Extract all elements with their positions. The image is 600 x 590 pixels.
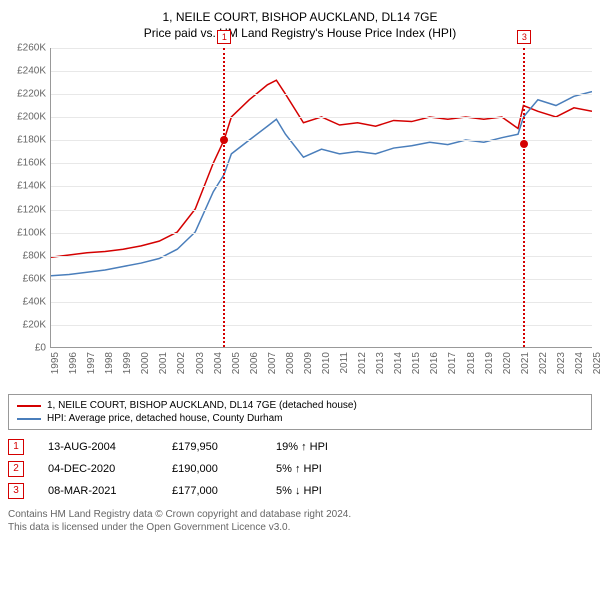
gridline <box>51 117 592 118</box>
x-axis: 1995 1996 1997 1998 1999 2000 2001 2002 2003 2004… <box>50 348 592 388</box>
gridline <box>51 210 592 211</box>
x-tick-label: 2004 <box>213 352 224 374</box>
gridline <box>51 186 592 187</box>
x-tick-label: 2016 <box>429 352 440 374</box>
x-tick-label: 2022 <box>538 352 549 374</box>
x-tick-label: 2008 <box>285 352 296 374</box>
gridline <box>51 140 592 141</box>
x-tick-label: 2002 <box>176 352 187 374</box>
x-tick-label: 2020 <box>502 352 513 374</box>
y-tick-label: £220K <box>17 89 46 100</box>
y-tick-label: £40K <box>23 296 46 307</box>
gridline <box>51 302 592 303</box>
sale-marker-dot <box>220 136 228 144</box>
footer-attribution: Contains HM Land Registry data © Crown c… <box>8 508 592 534</box>
sale-delta: 19% ↑ HPI <box>276 441 356 453</box>
y-tick-label: £80K <box>23 250 46 261</box>
gridline <box>51 94 592 95</box>
sale-date: 13-AUG-2004 <box>48 441 148 453</box>
y-tick-label: £200K <box>17 112 46 123</box>
legend-item: HPI: Average price, detached house, Coun… <box>17 412 583 425</box>
chart: £0 £20K £40K £60K £80K £100K £120K £140K £160K £1… <box>8 48 592 388</box>
y-tick-label: £120K <box>17 204 46 215</box>
sale-badge: 3 <box>8 483 24 499</box>
x-tick-label: 1997 <box>86 352 97 374</box>
sale-marker-badge: 3 <box>517 30 531 44</box>
sale-marker-dot <box>520 140 528 148</box>
x-tick-label: 2024 <box>574 352 585 374</box>
gridline <box>51 71 592 72</box>
sales-table: 1 13-AUG-2004 £179,950 19% ↑ HPI 2 04-DEC-202… <box>8 436 592 502</box>
x-tick-label: 1995 <box>50 352 61 374</box>
gridline <box>51 48 592 49</box>
gridline <box>51 233 592 234</box>
legend-item: 1, NEILE COURT, BISHOP AUCKLAND, DL14 7G… <box>17 399 583 412</box>
sale-marker-badge: 1 <box>217 30 231 44</box>
x-tick-label: 2000 <box>140 352 151 374</box>
y-tick-label: £160K <box>17 158 46 169</box>
x-tick-label: 1999 <box>122 352 133 374</box>
sale-row: 2 04-DEC-2020 £190,000 5% ↑ HPI <box>8 458 592 480</box>
legend-swatch <box>17 418 41 420</box>
x-tick-label: 2015 <box>411 352 422 374</box>
legend-label: 1, NEILE COURT, BISHOP AUCKLAND, DL14 7G… <box>47 400 357 411</box>
x-tick-label: 2014 <box>393 352 404 374</box>
x-tick-label: 2007 <box>267 352 278 374</box>
x-tick-label: 2019 <box>484 352 495 374</box>
legend-label: HPI: Average price, detached house, Coun… <box>47 413 283 424</box>
y-tick-label: £180K <box>17 135 46 146</box>
x-tick-label: 2013 <box>375 352 386 374</box>
x-tick-label: 2017 <box>447 352 458 374</box>
x-tick-label: 2025 <box>592 352 600 374</box>
sale-date: 08-MAR-2021 <box>48 485 148 497</box>
x-tick-label: 2018 <box>466 352 477 374</box>
sale-marker-line <box>523 48 525 347</box>
sale-row: 1 13-AUG-2004 £179,950 19% ↑ HPI <box>8 436 592 458</box>
chart-subtitle: Price paid vs. HM Land Registry's House … <box>8 26 592 40</box>
sale-price: £177,000 <box>172 485 252 497</box>
sale-badge: 1 <box>8 439 24 455</box>
y-tick-label: £60K <box>23 273 46 284</box>
y-axis: £0£20K£40K£60K£80K£100K£120K£140K£160K£1… <box>8 48 50 348</box>
y-tick-label: £240K <box>17 66 46 77</box>
sale-row: 3 08-MAR-2021 £177,000 5% ↓ HPI <box>8 480 592 502</box>
x-tick-label: 2005 <box>231 352 242 374</box>
x-tick-label: 2006 <box>249 352 260 374</box>
series-line-price_paid <box>51 80 592 257</box>
y-tick-label: £100K <box>17 227 46 238</box>
sale-delta: 5% ↑ HPI <box>276 463 356 475</box>
legend-swatch <box>17 405 41 407</box>
x-tick-label: 2010 <box>321 352 332 374</box>
sale-price: £179,950 <box>172 441 252 453</box>
sale-date: 04-DEC-2020 <box>48 463 148 475</box>
y-tick-label: £140K <box>17 181 46 192</box>
x-tick-label: 1998 <box>104 352 115 374</box>
gridline <box>51 325 592 326</box>
x-tick-label: 2011 <box>339 352 350 374</box>
gridline <box>51 256 592 257</box>
chart-title: 1, NEILE COURT, BISHOP AUCKLAND, DL14 7G… <box>8 10 592 24</box>
plot-area: 13 <box>50 48 592 348</box>
sale-badge: 2 <box>8 461 24 477</box>
footer-line-2: This data is licensed under the Open Gov… <box>8 521 592 534</box>
y-tick-label: £20K <box>23 319 46 330</box>
x-tick-label: 2009 <box>303 352 314 374</box>
x-tick-label: 2012 <box>357 352 368 374</box>
x-tick-label: 2001 <box>158 352 169 374</box>
x-tick-label: 2023 <box>556 352 567 374</box>
y-tick-label: £0 <box>35 343 46 354</box>
x-tick-label: 2003 <box>195 352 206 374</box>
x-tick-label: 2021 <box>520 352 531 374</box>
gridline <box>51 163 592 164</box>
sale-marker-line <box>223 48 225 347</box>
sale-price: £190,000 <box>172 463 252 475</box>
legend: 1, NEILE COURT, BISHOP AUCKLAND, DL14 7G… <box>8 394 592 430</box>
gridline <box>51 279 592 280</box>
x-tick-label: 1996 <box>68 352 79 374</box>
footer-line-1: Contains HM Land Registry data © Crown c… <box>8 508 592 521</box>
sale-delta: 5% ↓ HPI <box>276 485 356 497</box>
y-tick-label: £260K <box>17 43 46 54</box>
